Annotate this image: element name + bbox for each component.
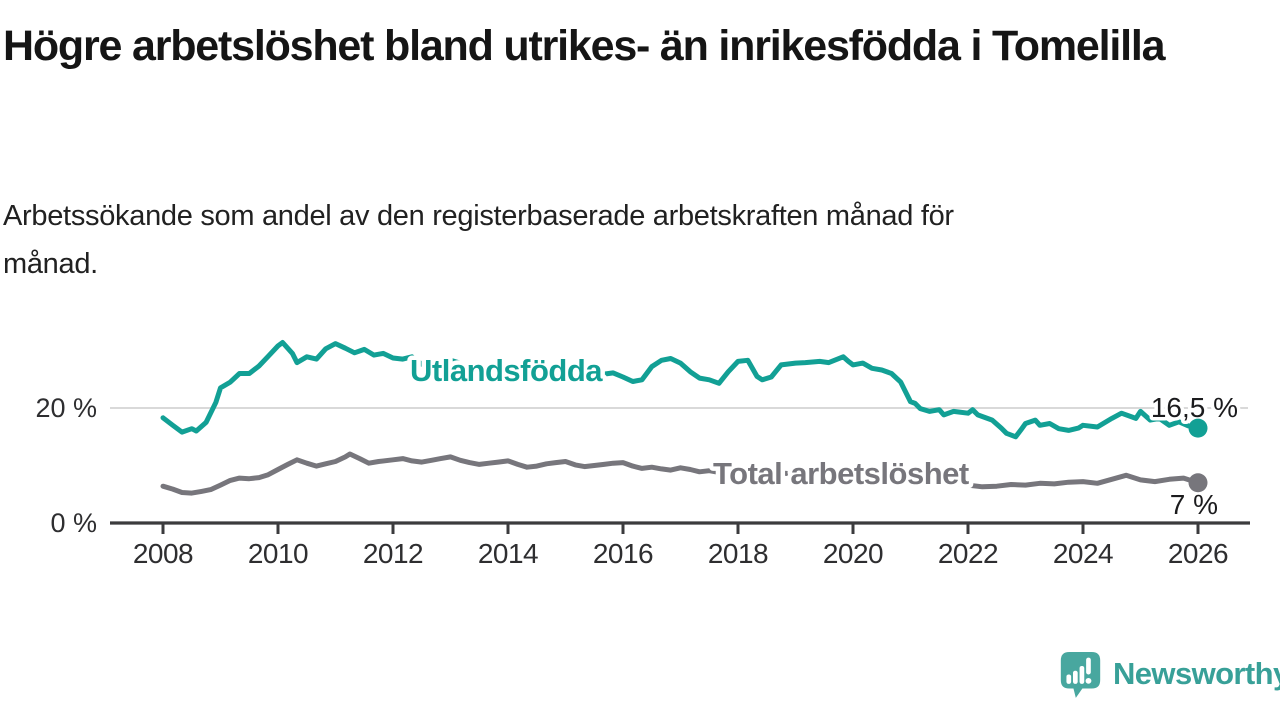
chart-subtitle: Arbetssökande som andel av den registerb… bbox=[3, 200, 954, 280]
chart-title: Högre arbetslöshet bland utrikes- än inr… bbox=[3, 22, 1166, 70]
newsworthy-branding: Newsworthy bbox=[1058, 648, 1280, 700]
end-value-label: 7 % bbox=[1170, 489, 1218, 520]
series-end-dot bbox=[1188, 473, 1208, 493]
x-axis: 2008 2010 2012 2014 2016 2018 2020 2022 2024 2026 bbox=[110, 521, 1250, 569]
series-end-dot bbox=[1188, 418, 1208, 438]
x-axis-tick-label: 2010 bbox=[248, 538, 308, 569]
newsworthy-logo-icon bbox=[1060, 651, 1101, 698]
series-labels: Utlandsfödda Total arbetslöshet bbox=[406, 349, 974, 496]
end-value-label: 16,5 % bbox=[1151, 392, 1238, 423]
end-value-labels: 16,5 % 7 % bbox=[1147, 389, 1241, 524]
series-line-utlandsfodda bbox=[160, 340, 1201, 440]
x-axis-tick-label: 2012 bbox=[363, 538, 423, 569]
x-axis-tick-label: 2024 bbox=[1053, 538, 1113, 569]
x-axis-tick-label: 2014 bbox=[478, 538, 538, 569]
x-axis-tick-label: 2020 bbox=[823, 538, 883, 569]
newsworthy-logo-text: Newsworthy bbox=[1113, 656, 1280, 691]
x-axis-tick-label: 2016 bbox=[593, 538, 653, 569]
end-dots bbox=[1188, 418, 1208, 493]
series-lines bbox=[160, 340, 1201, 496]
x-axis-tick-label: 2018 bbox=[708, 538, 768, 569]
x-axis-tick-label: 2008 bbox=[133, 538, 193, 569]
x-axis-tick-label: 2022 bbox=[938, 538, 998, 569]
series-line-total bbox=[160, 451, 1201, 496]
logo-bar-chart-glyph bbox=[1066, 657, 1092, 684]
y-axis-labels: 20 % 0 % bbox=[35, 393, 97, 538]
series-label-total: Total arbetslöshet bbox=[713, 456, 969, 491]
y-axis-tick-label: 20 % bbox=[35, 393, 97, 423]
x-axis-tick-label: 2026 bbox=[1168, 538, 1228, 569]
series-label-utlandsfodda: Utlandsfödda bbox=[410, 353, 603, 388]
y-axis-tick-label: 0 % bbox=[50, 508, 97, 538]
